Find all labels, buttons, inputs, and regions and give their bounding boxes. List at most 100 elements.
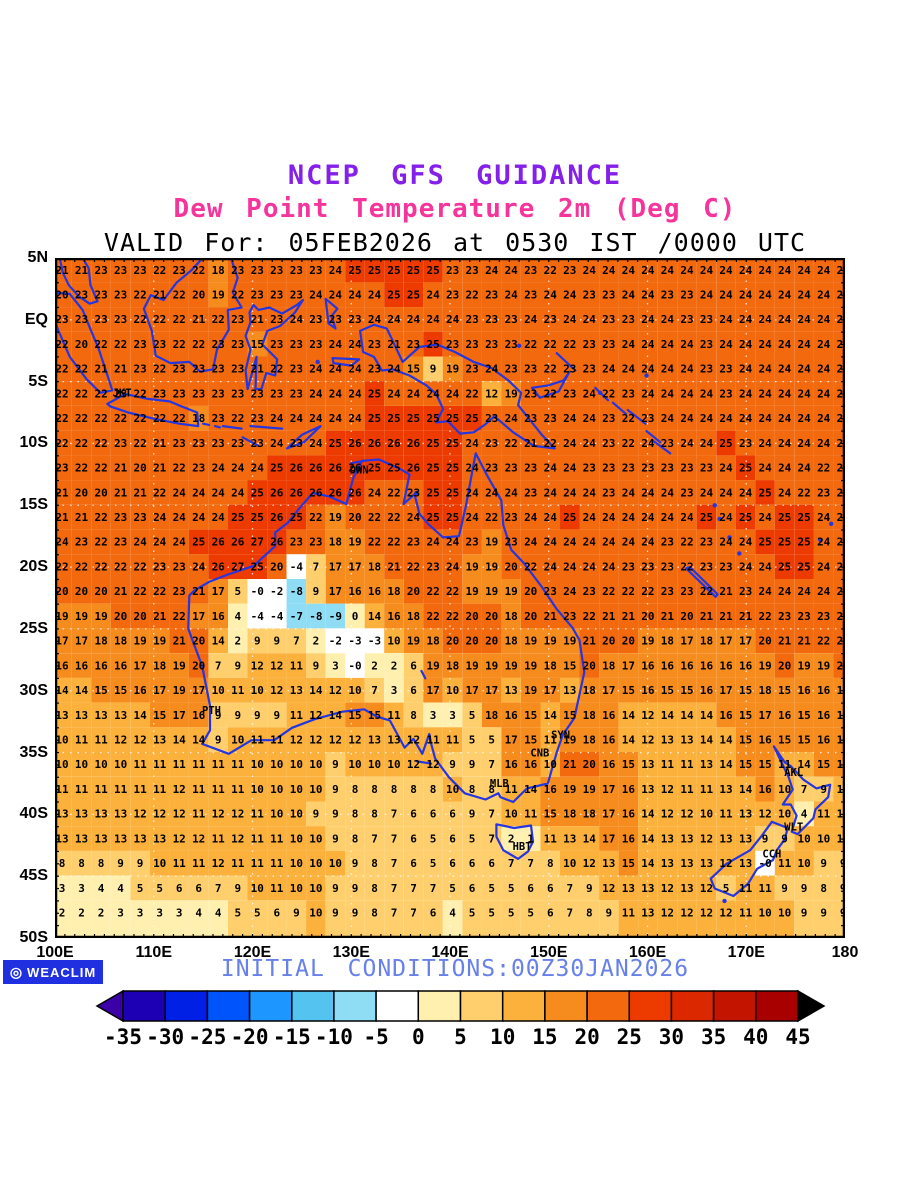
svg-text:25: 25 xyxy=(251,486,264,499)
svg-text:20: 20 xyxy=(192,635,205,648)
city-label-WLT: WLT xyxy=(784,821,803,833)
svg-text:16: 16 xyxy=(114,659,128,672)
svg-text:30: 30 xyxy=(659,1025,684,1049)
svg-text:22: 22 xyxy=(153,363,166,376)
svg-text:24: 24 xyxy=(817,313,831,326)
svg-text:9: 9 xyxy=(332,758,339,771)
svg-text:20: 20 xyxy=(465,610,478,623)
svg-text:24: 24 xyxy=(505,264,519,277)
svg-text:17: 17 xyxy=(348,560,361,573)
svg-text:23: 23 xyxy=(680,486,693,499)
svg-text:8: 8 xyxy=(371,857,378,870)
svg-text:7: 7 xyxy=(371,832,378,845)
svg-text:23: 23 xyxy=(329,313,342,326)
svg-text:7: 7 xyxy=(391,907,398,920)
svg-text:9: 9 xyxy=(313,808,320,821)
svg-text:23: 23 xyxy=(212,412,225,425)
svg-text:20: 20 xyxy=(133,610,146,623)
svg-text:16: 16 xyxy=(680,659,694,672)
svg-text:24: 24 xyxy=(622,289,636,302)
svg-text:4: 4 xyxy=(801,808,808,821)
svg-text:22: 22 xyxy=(446,610,459,623)
svg-text:16: 16 xyxy=(622,783,636,796)
svg-text:24: 24 xyxy=(661,511,675,524)
svg-text:5: 5 xyxy=(430,832,437,845)
svg-text:24: 24 xyxy=(778,264,792,277)
svg-text:24: 24 xyxy=(739,536,753,549)
svg-text:16: 16 xyxy=(641,659,655,672)
svg-text:25: 25 xyxy=(251,511,264,524)
svg-text:12: 12 xyxy=(309,734,322,747)
svg-text:24: 24 xyxy=(212,511,226,524)
svg-text:21: 21 xyxy=(602,610,616,623)
svg-text:24: 24 xyxy=(485,264,499,277)
svg-text:23: 23 xyxy=(114,264,127,277)
svg-text:23: 23 xyxy=(251,387,264,400)
svg-text:20: 20 xyxy=(680,610,693,623)
svg-text:6: 6 xyxy=(273,907,280,920)
svg-text:24: 24 xyxy=(524,511,538,524)
svg-text:8: 8 xyxy=(59,857,66,870)
svg-text:24: 24 xyxy=(173,536,187,549)
svg-text:10: 10 xyxy=(231,734,244,747)
svg-text:23: 23 xyxy=(817,486,830,499)
svg-text:23: 23 xyxy=(465,338,478,351)
svg-text:9: 9 xyxy=(313,585,320,598)
svg-text:21: 21 xyxy=(583,635,597,648)
svg-text:23: 23 xyxy=(290,387,303,400)
svg-text:11: 11 xyxy=(505,783,519,796)
svg-text:8: 8 xyxy=(391,783,398,796)
svg-text:23: 23 xyxy=(290,437,303,450)
svg-text:23: 23 xyxy=(465,536,478,549)
svg-text:7: 7 xyxy=(391,882,398,895)
svg-text:13: 13 xyxy=(563,684,576,697)
svg-text:20: 20 xyxy=(602,635,615,648)
svg-text:23: 23 xyxy=(192,363,205,376)
svg-text:24: 24 xyxy=(719,264,733,277)
svg-text:25: 25 xyxy=(368,387,381,400)
svg-text:24: 24 xyxy=(680,363,694,376)
svg-text:24: 24 xyxy=(173,511,187,524)
svg-text:23: 23 xyxy=(270,338,283,351)
svg-text:22: 22 xyxy=(524,338,537,351)
svg-text:24: 24 xyxy=(348,387,362,400)
svg-text:11: 11 xyxy=(544,832,558,845)
svg-text:8: 8 xyxy=(352,832,359,845)
svg-text:14: 14 xyxy=(641,832,655,845)
svg-text:24: 24 xyxy=(133,536,147,549)
svg-text:3: 3 xyxy=(430,709,437,722)
svg-text:7: 7 xyxy=(215,882,222,895)
svg-text:17: 17 xyxy=(173,709,186,722)
svg-text:24: 24 xyxy=(505,289,519,302)
svg-text:25: 25 xyxy=(778,536,791,549)
svg-text:22: 22 xyxy=(173,338,186,351)
city-label-CCH: CCH xyxy=(762,849,781,861)
svg-text:5: 5 xyxy=(234,907,241,920)
svg-text:24: 24 xyxy=(309,412,323,425)
svg-text:24: 24 xyxy=(661,264,675,277)
svg-text:10: 10 xyxy=(290,882,303,895)
svg-text:13: 13 xyxy=(700,758,713,771)
svg-text:10: 10 xyxy=(290,783,303,796)
svg-text:0: 0 xyxy=(412,1025,425,1049)
svg-text:24: 24 xyxy=(817,536,831,549)
svg-text:12: 12 xyxy=(270,659,283,672)
svg-text:21: 21 xyxy=(622,610,636,623)
svg-text:22: 22 xyxy=(309,511,322,524)
svg-text:10: 10 xyxy=(251,758,264,771)
svg-text:23: 23 xyxy=(368,363,381,376)
page-title: NCEP GFS GUIDANCE xyxy=(287,160,623,191)
colorbar-legend: -35 -30 -25 -20 -15 -10 -5 0 5 10 15 20 25 30 35 40 45 xyxy=(0,986,900,1056)
svg-text:22: 22 xyxy=(173,412,186,425)
svg-text:24: 24 xyxy=(583,511,597,524)
svg-text:12: 12 xyxy=(173,832,186,845)
svg-text:13: 13 xyxy=(114,832,127,845)
svg-text:10: 10 xyxy=(251,684,264,697)
svg-text:18: 18 xyxy=(114,635,127,648)
svg-text:12: 12 xyxy=(641,734,654,747)
svg-text:17: 17 xyxy=(192,684,205,697)
svg-text:22: 22 xyxy=(622,437,635,450)
svg-text:17: 17 xyxy=(544,684,557,697)
svg-text:24: 24 xyxy=(817,437,831,450)
svg-text:24: 24 xyxy=(270,412,284,425)
